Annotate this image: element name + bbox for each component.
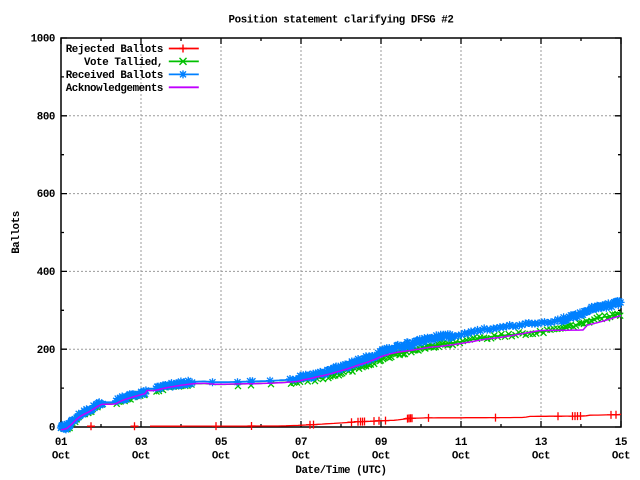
svg-text:Date/Time (UTC): Date/Time (UTC) xyxy=(295,465,386,477)
svg-text:01: 01 xyxy=(55,437,68,449)
svg-text:15: 15 xyxy=(615,437,627,449)
svg-text:Oct: Oct xyxy=(52,451,70,463)
svg-text:Vote Tallied,: Vote Tallied, xyxy=(84,57,163,69)
svg-text:200: 200 xyxy=(37,345,55,357)
svg-text:Ballots: Ballots xyxy=(11,211,23,254)
svg-text:Oct: Oct xyxy=(212,451,230,463)
svg-text:03: 03 xyxy=(135,437,147,449)
svg-text:400: 400 xyxy=(37,267,55,279)
svg-text:1000: 1000 xyxy=(31,34,55,46)
svg-text:Oct: Oct xyxy=(532,451,550,463)
svg-text:05: 05 xyxy=(215,437,227,449)
svg-text:Oct: Oct xyxy=(452,451,470,463)
svg-text:Received Ballots: Received Ballots xyxy=(66,70,163,82)
svg-text:600: 600 xyxy=(37,189,55,201)
svg-text:09: 09 xyxy=(375,437,387,449)
svg-text:Oct: Oct xyxy=(372,451,390,463)
svg-text:Position statement clarifying: Position statement clarifying DFSG #2 xyxy=(229,15,454,27)
svg-text:0: 0 xyxy=(49,423,55,435)
svg-text:Oct: Oct xyxy=(612,451,630,463)
svg-text:800: 800 xyxy=(37,111,55,123)
svg-text:11: 11 xyxy=(455,437,468,449)
svg-text:Acknowledgements: Acknowledgements xyxy=(66,83,163,95)
svg-text:07: 07 xyxy=(295,437,307,449)
svg-text:13: 13 xyxy=(535,437,547,449)
svg-text:Oct: Oct xyxy=(292,451,310,463)
svg-text:Rejected Ballots: Rejected Ballots xyxy=(66,44,163,56)
svg-text:Oct: Oct xyxy=(132,451,150,463)
